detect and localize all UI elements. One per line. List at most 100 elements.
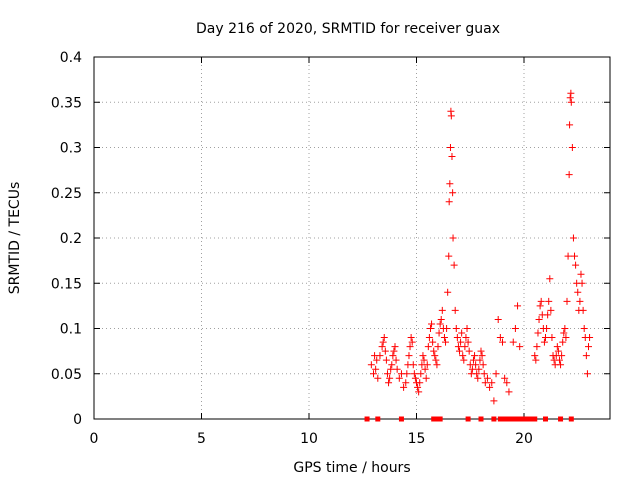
y-tick-label: 0.05: [51, 367, 82, 383]
data-point: [425, 334, 433, 342]
data-point: [477, 347, 485, 355]
data-point: [566, 94, 574, 102]
data-point: [402, 379, 410, 387]
y-tick-label: 0.25: [51, 186, 82, 202]
data-point: [533, 343, 541, 351]
data-point: [457, 338, 465, 346]
data-point: [583, 370, 591, 378]
data-point: [370, 370, 377, 378]
data-point: [452, 325, 460, 332]
data-point: [410, 370, 418, 378]
data-point: [453, 334, 461, 342]
data-point: [449, 189, 457, 197]
data-point: [391, 343, 399, 351]
data-point: [486, 383, 494, 391]
data-point: [492, 370, 500, 378]
data-point: [534, 329, 542, 337]
data-point: [459, 352, 467, 360]
data-point: [451, 306, 459, 314]
data-point: [450, 261, 458, 269]
data-point: [571, 252, 579, 260]
data-point: [407, 334, 415, 342]
data-point: [537, 297, 545, 305]
data-point: [374, 374, 382, 382]
data-point: [472, 361, 480, 369]
data-point: [503, 379, 511, 387]
data-point: [403, 370, 411, 378]
data-point-zero: [543, 416, 548, 422]
data-point: [417, 370, 425, 378]
data-point: [468, 365, 476, 373]
data-point: [435, 329, 443, 337]
data-point: [386, 374, 394, 382]
data-point: [432, 356, 440, 364]
data-point: [433, 361, 441, 369]
data-point: [446, 144, 454, 151]
data-point: [574, 288, 582, 296]
data-point: [553, 343, 561, 351]
data-point: [476, 356, 484, 364]
data-point-zero: [478, 416, 484, 422]
data-point: [373, 356, 381, 364]
data-point: [505, 388, 513, 396]
data-point: [585, 343, 592, 351]
data-point: [447, 112, 455, 120]
data-point: [445, 252, 453, 260]
data-point-zero: [437, 416, 443, 422]
data-point: [546, 275, 554, 283]
data-point: [475, 365, 483, 373]
data-point: [531, 352, 539, 360]
x-tick-label: 5: [197, 431, 206, 447]
data-point: [389, 352, 397, 360]
data-point: [543, 325, 551, 332]
data-point: [560, 329, 568, 337]
data-point: [445, 198, 453, 206]
x-tick-label: 20: [515, 431, 533, 447]
data-point: [388, 361, 396, 369]
tick-labels: 0 0.05 0.1 0.15 0.2 0.25 0.3 0.35 0.4 0 5 10 15 20: [51, 50, 533, 447]
data-point: [443, 325, 451, 332]
data-point: [454, 343, 462, 351]
data-point: [381, 347, 389, 355]
y-tick-label: 0: [73, 412, 82, 428]
data-point: [471, 352, 479, 360]
data-point: [559, 338, 567, 346]
data-point-zero: [364, 416, 370, 422]
data-point: [565, 171, 573, 179]
data-point: [414, 383, 422, 391]
data-point: [382, 356, 390, 364]
data-point-zero: [510, 416, 516, 422]
data-point: [419, 352, 427, 360]
data-point: [563, 297, 571, 305]
data-point: [496, 334, 504, 342]
data-point-zero: [568, 416, 574, 422]
data-point-zero: [465, 416, 471, 422]
data-point: [582, 352, 590, 360]
data-point: [555, 356, 563, 364]
data-point: [392, 356, 400, 364]
data-point: [569, 234, 577, 242]
data-point: [548, 334, 556, 342]
data-point: [580, 325, 588, 332]
data-point: [437, 315, 445, 323]
data-point: [367, 361, 375, 369]
data-point: [567, 98, 575, 106]
data-point: [558, 352, 566, 360]
data-point: [514, 302, 522, 310]
data-point: [474, 374, 482, 382]
data-point: [421, 365, 429, 373]
data-point: [456, 347, 463, 355]
data-point-zero: [527, 416, 533, 422]
data-point-zero: [502, 416, 508, 422]
data-point: [448, 153, 456, 161]
data-point: [458, 329, 466, 337]
data-point: [428, 320, 436, 328]
data-point-zero: [523, 416, 529, 422]
data-point: [572, 261, 580, 269]
data-point-zero: [497, 416, 503, 422]
y-tick-label: 0.2: [60, 231, 82, 247]
data-point: [516, 343, 524, 351]
data-point: [488, 379, 496, 387]
data-point: [479, 361, 487, 369]
